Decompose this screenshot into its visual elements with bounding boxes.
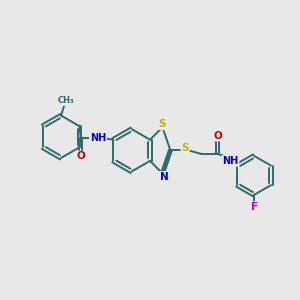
- Text: O: O: [76, 152, 85, 161]
- Text: NH: NH: [90, 133, 106, 143]
- Text: S: S: [159, 119, 166, 129]
- Text: N: N: [160, 172, 168, 182]
- Text: O: O: [213, 130, 222, 141]
- Text: NH: NH: [222, 156, 239, 166]
- Text: S: S: [181, 143, 189, 153]
- Text: F: F: [250, 202, 258, 212]
- Text: CH₃: CH₃: [58, 96, 75, 105]
